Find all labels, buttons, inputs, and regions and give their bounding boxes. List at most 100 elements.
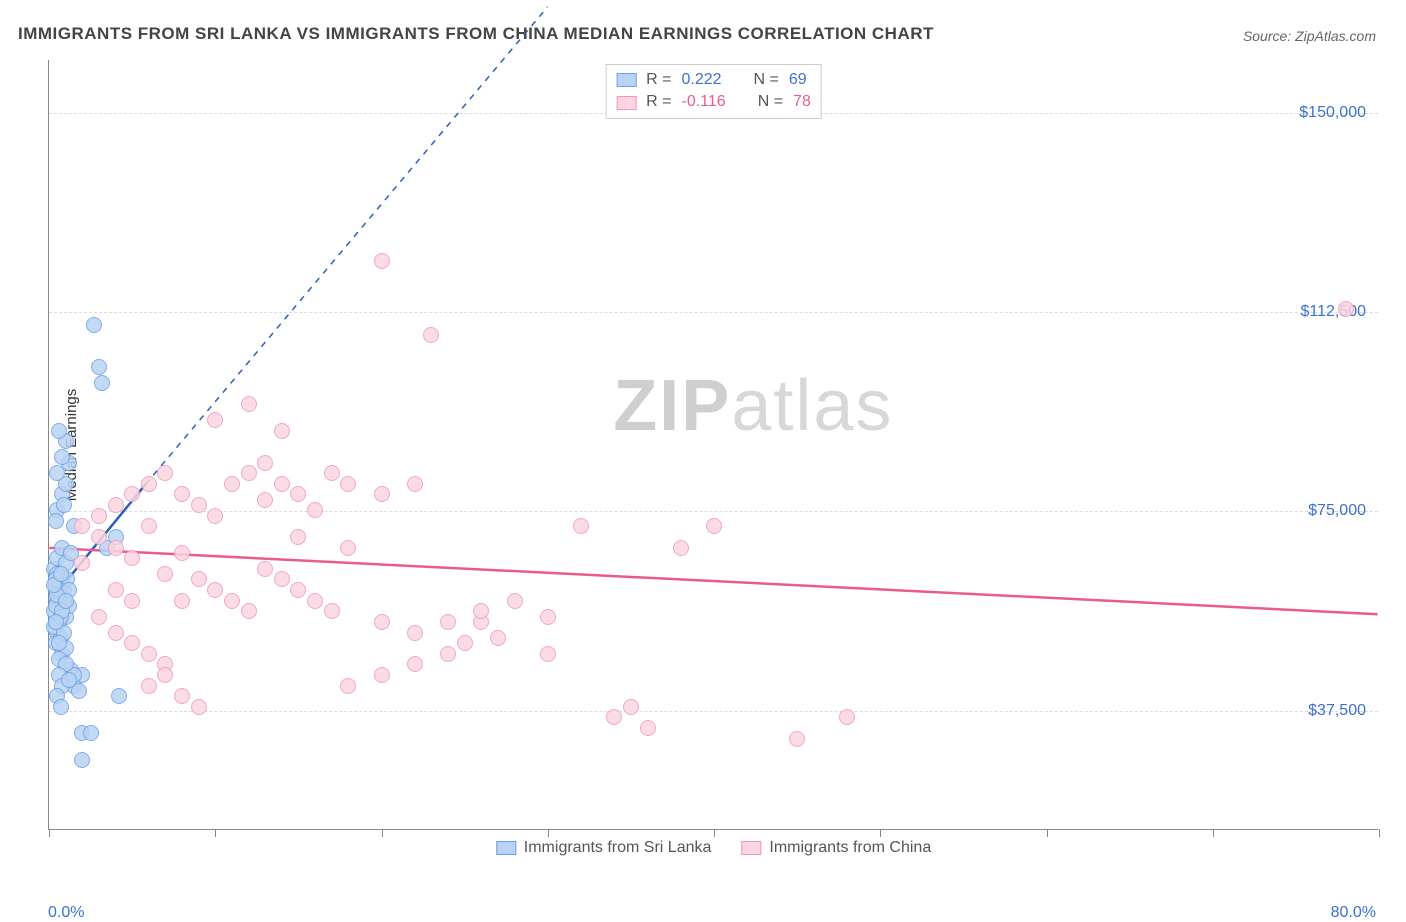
data-point xyxy=(274,423,290,439)
data-point xyxy=(640,720,656,736)
watermark: ZIPatlas xyxy=(613,365,893,447)
data-point xyxy=(257,455,273,471)
data-point xyxy=(53,699,69,715)
watermark-light: atlas xyxy=(731,366,893,446)
data-point xyxy=(407,476,423,492)
r-label: R = xyxy=(646,69,671,91)
data-point xyxy=(374,253,390,269)
data-point xyxy=(241,465,257,481)
data-point xyxy=(141,518,157,534)
data-point xyxy=(540,646,556,662)
x-tick xyxy=(1379,829,1380,837)
data-point xyxy=(124,486,140,502)
data-point xyxy=(174,688,190,704)
y-tick-label: $75,000 xyxy=(1308,502,1366,520)
stats-row-series-1: R = -0.116 N = 78 xyxy=(616,91,811,113)
data-point xyxy=(290,529,306,545)
data-point xyxy=(108,625,124,641)
data-point xyxy=(340,540,356,556)
data-point xyxy=(141,476,157,492)
x-tick xyxy=(215,829,216,837)
data-point xyxy=(290,486,306,502)
data-point xyxy=(174,545,190,561)
data-point xyxy=(423,327,439,343)
data-point xyxy=(274,571,290,587)
data-point xyxy=(94,375,110,391)
swatch-series-0 xyxy=(616,73,636,87)
chart-title: IMMIGRANTS FROM SRI LANKA VS IMMIGRANTS … xyxy=(18,24,934,44)
data-point xyxy=(706,518,722,534)
data-point xyxy=(174,486,190,502)
n-value-0: 69 xyxy=(789,69,807,91)
data-point xyxy=(207,582,223,598)
data-point xyxy=(241,603,257,619)
data-point xyxy=(58,593,74,609)
x-tick xyxy=(1047,829,1048,837)
data-point xyxy=(91,359,107,375)
data-point xyxy=(257,561,273,577)
y-tick-label: $37,500 xyxy=(1308,702,1366,720)
r-label: R = xyxy=(646,91,671,113)
data-point xyxy=(207,412,223,428)
data-point xyxy=(86,317,102,333)
n-value-1: 78 xyxy=(793,91,811,113)
data-point xyxy=(241,396,257,412)
data-point xyxy=(141,646,157,662)
data-point xyxy=(48,614,64,630)
x-tick xyxy=(880,829,881,837)
trend-lines xyxy=(49,60,1378,829)
x-tick xyxy=(1213,829,1214,837)
legend-item-0: Immigrants from Sri Lanka xyxy=(496,839,712,857)
data-point xyxy=(839,709,855,725)
data-point xyxy=(440,646,456,662)
data-point xyxy=(440,614,456,630)
data-point xyxy=(257,492,273,508)
data-point xyxy=(124,635,140,651)
data-point xyxy=(124,593,140,609)
data-point xyxy=(74,555,90,571)
data-point xyxy=(56,497,72,513)
data-point xyxy=(91,508,107,524)
data-point xyxy=(290,582,306,598)
data-point xyxy=(91,609,107,625)
data-point xyxy=(340,476,356,492)
gridline xyxy=(49,511,1378,512)
legend-swatch-0 xyxy=(496,841,516,855)
data-point xyxy=(91,529,107,545)
data-point xyxy=(374,486,390,502)
data-point xyxy=(157,566,173,582)
legend: Immigrants from Sri Lanka Immigrants fro… xyxy=(496,839,931,857)
data-point xyxy=(108,497,124,513)
x-tick xyxy=(548,829,549,837)
data-point xyxy=(324,603,340,619)
legend-label-0: Immigrants from Sri Lanka xyxy=(524,839,712,857)
data-point xyxy=(606,709,622,725)
data-point xyxy=(507,593,523,609)
data-point xyxy=(54,449,70,465)
y-tick-label: $112,500 xyxy=(1300,303,1366,321)
data-point xyxy=(224,476,240,492)
data-point xyxy=(407,656,423,672)
data-point xyxy=(74,518,90,534)
data-point xyxy=(407,625,423,641)
correlation-stats-box: R = 0.222 N = 69 R = -0.116 N = 78 xyxy=(605,64,822,119)
legend-item-1: Immigrants from China xyxy=(741,839,931,857)
legend-swatch-1 xyxy=(741,841,761,855)
data-point xyxy=(157,465,173,481)
watermark-bold: ZIP xyxy=(613,366,731,446)
data-point xyxy=(108,582,124,598)
data-point xyxy=(1338,301,1354,317)
data-point xyxy=(340,678,356,694)
data-point xyxy=(324,465,340,481)
data-point xyxy=(789,731,805,747)
data-point xyxy=(83,725,99,741)
source-label: Source: ZipAtlas.com xyxy=(1243,28,1376,44)
r-value-1: -0.116 xyxy=(682,91,726,113)
y-tick-label: $150,000 xyxy=(1299,104,1366,122)
data-point xyxy=(274,476,290,492)
gridline xyxy=(49,312,1378,313)
n-label: N = xyxy=(754,69,779,91)
x-axis-max-label: 80.0% xyxy=(1331,904,1376,922)
data-point xyxy=(473,603,489,619)
data-point xyxy=(374,667,390,683)
